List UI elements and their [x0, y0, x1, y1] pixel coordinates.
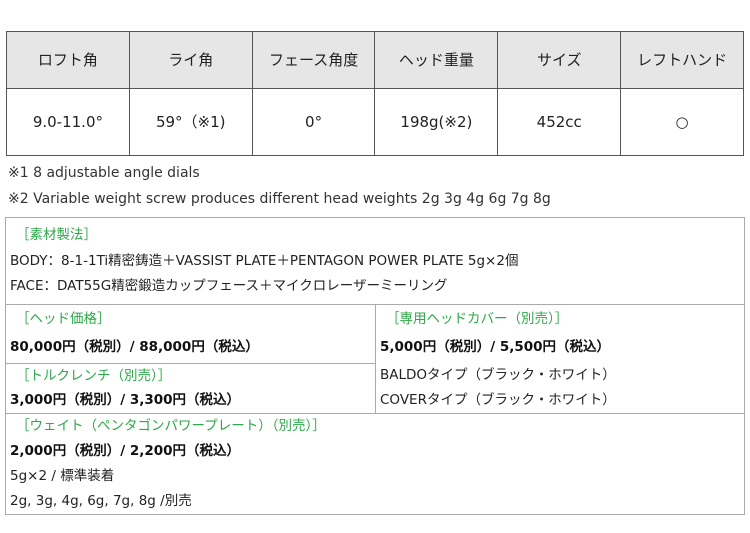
value-size: 452cc [497, 88, 622, 156]
torque-wrench-price: 3,000円（税別）/ 3,300円（税込） [10, 392, 241, 408]
material-section: ［素材製法］ BODY：8-1-1Ti精密鋳造＋VASSIST PLATE＋PE… [5, 217, 745, 305]
head-cover-price: 5,000円（税別）/ 5,500円（税込） [380, 339, 611, 355]
head-cover-type-cover: COVERタイプ（ブラック・ホワイト） [380, 392, 616, 408]
value-lie: 59°（※1) [128, 88, 253, 156]
spec-value-row: 9.0-11.0° 59°（※1) 0° 198g(※2) 452cc ○ [6, 88, 744, 156]
header-head-weight: ヘッド重量 [374, 31, 499, 89]
note-2: ※2 Variable weight screw produces differ… [8, 191, 551, 207]
value-face-angle: 0° [251, 88, 376, 156]
material-face: FACE：DAT55G精密鍛造カップフェース＋マイクロレーザーミーリング [10, 278, 448, 294]
head-price-value: 80,000円（税別）/ 88,000円（税込） [10, 339, 259, 355]
spec-header-row: ロフト角 ライ角 フェース角度 ヘッド重量 サイズ レフトハンド [6, 31, 744, 89]
weight-section: ［ウェイト（ペンタゴンパワープレート）（別売）］ 2,000円（税別）/ 2,2… [5, 413, 745, 515]
header-face-angle: フェース角度 [251, 31, 376, 89]
header-size: サイズ [497, 31, 622, 89]
weight-options: 2g, 3g, 4g, 6g, 7g, 8g /別売 [10, 493, 192, 509]
head-cover-section: ［専用ヘッドカバー（別売）］ 5,000円（税別）/ 5,500円（税込） BA… [375, 304, 745, 414]
head-cover-title: ［専用ヘッドカバー（別売）］ [386, 311, 569, 327]
value-loft: 9.0-11.0° [6, 88, 130, 156]
head-price-title: ［ヘッド価格］ [16, 311, 111, 327]
header-lie: ライ角 [128, 31, 253, 89]
material-title: ［素材製法］ [16, 227, 97, 243]
header-loft: ロフト角 [6, 31, 130, 89]
weight-standard: 5g×2 / 標準装着 [10, 468, 115, 484]
torque-wrench-section: ［トルクレンチ（別売）］ 3,000円（税別）/ 3,300円（税込） [5, 363, 376, 414]
torque-wrench-title: ［トルクレンチ（別売）］ [16, 368, 172, 384]
head-cover-type-baldo: BALDOタイプ（ブラック・ホワイト） [380, 367, 616, 383]
material-body: BODY：8-1-1Ti精密鋳造＋VASSIST PLATE＋PENTAGON … [10, 253, 519, 269]
header-left-hand: レフトハンド [620, 31, 744, 89]
value-head-weight: 198g(※2) [374, 88, 499, 156]
note-1: ※1 8 adjustable angle dials [8, 165, 200, 181]
value-left-hand: ○ [620, 88, 744, 156]
head-price-section: ［ヘッド価格］ 80,000円（税別）/ 88,000円（税込） [5, 304, 376, 364]
weight-price: 2,000円（税別）/ 2,200円（税込） [10, 443, 241, 459]
spec-table: ロフト角 ライ角 フェース角度 ヘッド重量 サイズ レフトハンド 9.0-11.… [6, 31, 744, 156]
weight-title: ［ウェイト（ペンタゴンパワープレート）（別売）］ [16, 418, 326, 434]
